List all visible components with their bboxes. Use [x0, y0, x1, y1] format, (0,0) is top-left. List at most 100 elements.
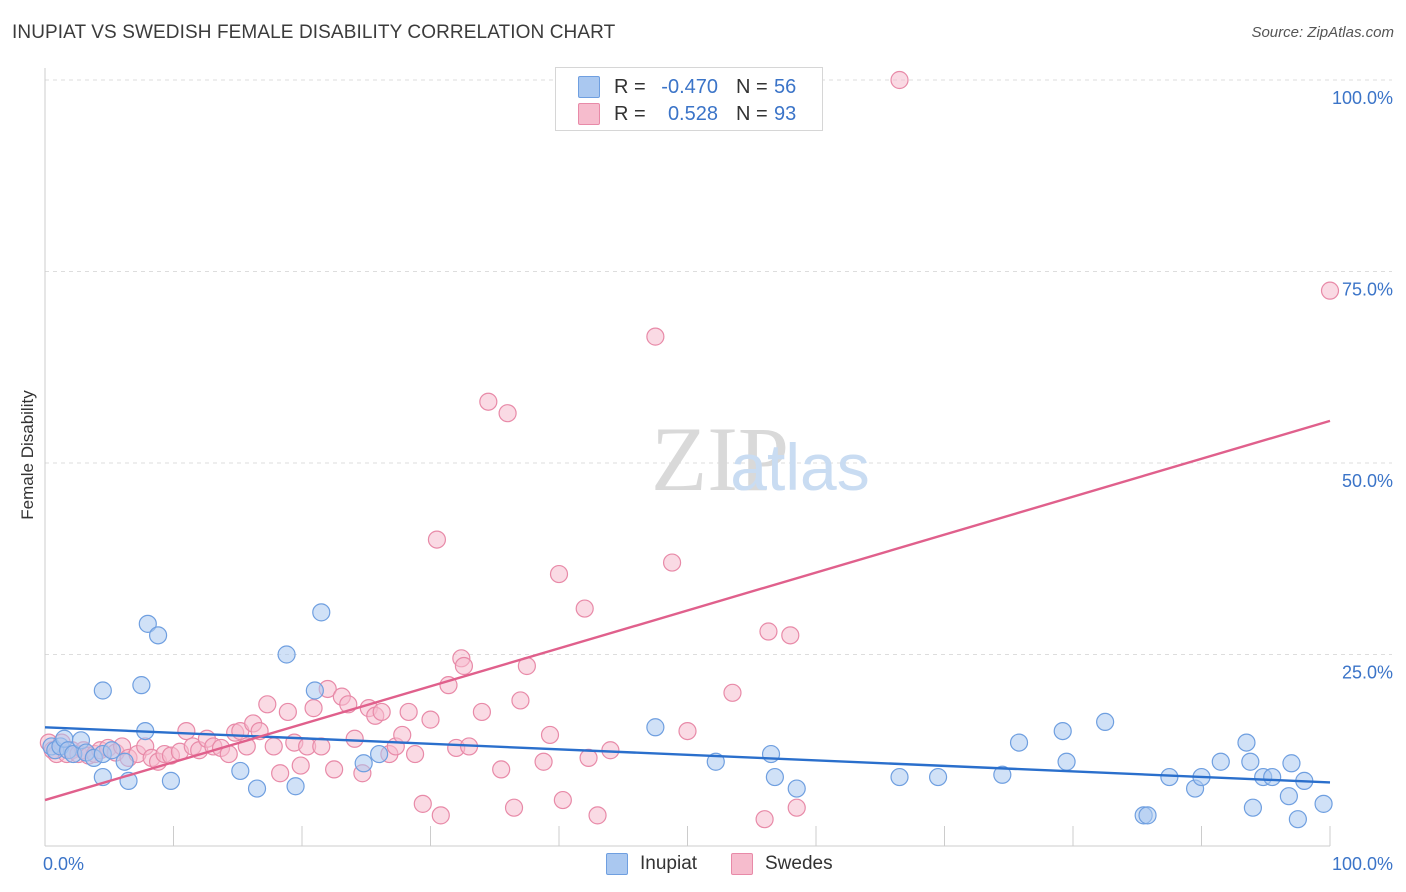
- inupiat-point: [993, 765, 1012, 784]
- swedes-point: [534, 752, 553, 771]
- swedes-point: [345, 729, 364, 748]
- inupiat-point: [312, 603, 331, 622]
- inupiat-point: [1009, 733, 1029, 752]
- swedes-point: [755, 810, 774, 829]
- swedes-point: [312, 737, 331, 756]
- swedes-point: [540, 725, 560, 745]
- inupiat-point: [1263, 767, 1282, 787]
- swedes-point: [479, 392, 498, 411]
- swedes-point: [405, 744, 425, 764]
- legend-row-inupiat: R = -0.470 N = 56: [578, 74, 796, 100]
- swedes-point: [177, 721, 196, 741]
- swedes-trend-line: [44, 419, 1331, 802]
- r-value: 0.528: [667, 102, 718, 125]
- x-tick-label: 100.0%: [1332, 854, 1393, 874]
- y-tick-label: 100.0%: [1332, 88, 1393, 108]
- inupiat-point: [161, 771, 181, 790]
- tick-labels: 25.0% 50.0% 75.0% 100.0% 0.0% 100.0%: [43, 88, 1393, 874]
- inupiat-point: [277, 645, 296, 664]
- inupiat-point: [231, 761, 250, 781]
- inupiat-point: [646, 718, 665, 737]
- inupiat-point: [1057, 752, 1076, 771]
- inupiat-point: [1138, 806, 1157, 825]
- swedes-point: [427, 530, 447, 549]
- inupiat-point: [102, 741, 121, 760]
- swedes-point: [723, 683, 742, 702]
- inupiat-point: [761, 744, 781, 764]
- swedes-point: [678, 721, 697, 741]
- swedes-point: [258, 695, 277, 714]
- swedes-point: [498, 404, 517, 423]
- axes: [44, 68, 1331, 847]
- swedes-legend-swatch: [731, 853, 753, 875]
- inupiat-point: [93, 681, 112, 700]
- swedes-point: [264, 737, 283, 756]
- inupiat-point: [115, 752, 134, 771]
- swedes-point: [304, 699, 323, 718]
- inupiat-point: [247, 779, 267, 798]
- inupiat-point: [1211, 752, 1230, 771]
- r-label: R =: [614, 75, 646, 98]
- swedes-point: [646, 327, 665, 346]
- n-value: 56: [774, 75, 797, 98]
- swedes-point: [781, 626, 800, 645]
- r-label: R =: [614, 102, 646, 125]
- swedes-point: [549, 564, 569, 584]
- swedes-point: [399, 702, 418, 722]
- swedes-point: [325, 760, 344, 779]
- swedes-point: [291, 756, 310, 775]
- n-label: N =: [736, 102, 768, 125]
- swedes-point: [504, 798, 524, 817]
- swedes-point: [454, 656, 474, 676]
- r-value: -0.470: [661, 75, 718, 98]
- swedes-point: [393, 725, 412, 745]
- inupiat-point: [354, 754, 373, 773]
- watermark-atlas: atlas: [730, 430, 869, 504]
- inupiat-point: [1237, 733, 1256, 752]
- swedes-point: [271, 764, 290, 783]
- inupiat-legend-swatch: [606, 853, 628, 875]
- y-tick-label: 75.0%: [1342, 280, 1393, 300]
- inupiat-swatch: [578, 76, 600, 98]
- swedes-point: [421, 710, 440, 729]
- n-value: 93: [774, 102, 797, 125]
- y-tick-label: 25.0%: [1342, 663, 1393, 683]
- swedes-point: [787, 798, 806, 817]
- x-tick-label: 0.0%: [43, 854, 84, 874]
- inupiat-point: [1160, 767, 1179, 787]
- inupiat-point: [1053, 721, 1072, 741]
- trend-lines: [44, 419, 1331, 802]
- inupiat-point: [706, 752, 725, 771]
- inupiat-point: [1241, 752, 1260, 771]
- swedes-point: [492, 760, 511, 779]
- inupiat-point: [890, 767, 909, 787]
- inupiat-point: [1314, 794, 1333, 813]
- swedes-legend-label: Swedes: [765, 853, 833, 874]
- inupiat-point: [1279, 787, 1298, 806]
- swedes-point: [575, 599, 594, 618]
- legend-item-inupiat: Inupiat: [606, 850, 697, 878]
- swedes-point: [372, 702, 391, 722]
- swedes-point: [511, 691, 530, 710]
- inupiat-point: [1288, 810, 1307, 829]
- inupiat-point: [132, 676, 151, 695]
- inupiat-point: [305, 681, 324, 700]
- watermark-zip: ZIP: [651, 408, 789, 510]
- inupiat-point: [787, 779, 806, 798]
- chart-title: INUPIAT VS SWEDISH FEMALE DISABILITY COR…: [12, 22, 616, 43]
- source-label: Source: ZipAtlas.com: [1251, 24, 1394, 41]
- inupiat-point: [148, 626, 168, 645]
- correlation-legend: R = -0.470 N = 56 R = 0.528 N = 93: [555, 67, 823, 131]
- swedes-point: [759, 622, 778, 641]
- swedes-point: [1320, 281, 1340, 300]
- swedes-point: [553, 790, 572, 810]
- swedes-point: [278, 702, 297, 722]
- grid-lines: [45, 79, 1392, 655]
- swedes-swatch: [578, 103, 600, 125]
- legend-item-swedes: Swedes: [731, 850, 833, 878]
- swedes-point: [890, 70, 909, 90]
- swedes-point: [662, 553, 682, 572]
- inupiat-point: [286, 777, 305, 796]
- inupiat-point: [138, 614, 157, 633]
